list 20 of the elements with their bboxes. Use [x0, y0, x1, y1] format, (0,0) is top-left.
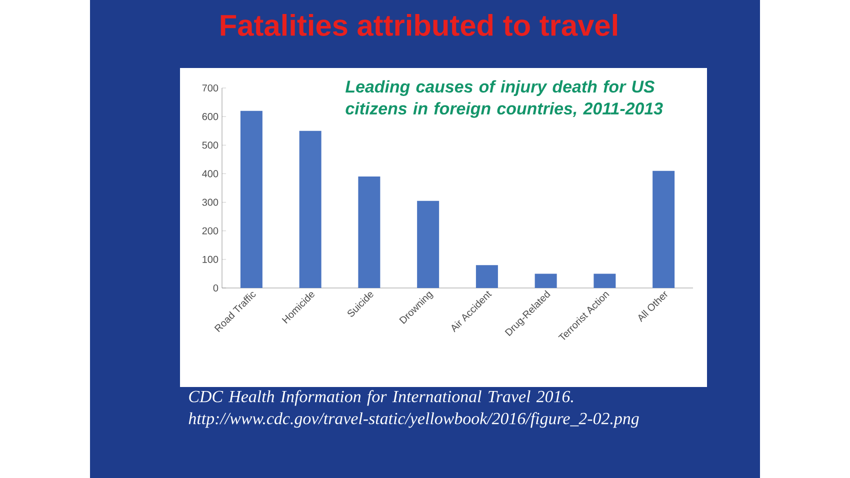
bar: [534, 274, 557, 288]
y-tick-label: 600: [202, 113, 218, 120]
y-tick-label: 100: [202, 256, 218, 263]
bar: [358, 176, 380, 288]
bar: [299, 130, 322, 288]
bar: [240, 110, 262, 288]
chart-title: Fatalities attributed to travel: [220, 14, 617, 36]
y-tick-label: 700: [202, 84, 218, 92]
y-tick-label: 500: [202, 142, 218, 149]
y-tick-label: 300: [202, 198, 218, 206]
bar: [594, 274, 616, 288]
y-tick-label: 0: [213, 284, 218, 292]
text: http://www.cdc.gov/travel-static/yellowbook/2016/figure_2-02.png: [188, 412, 639, 428]
chart-subtitle: Leading causes of injury death for US citizens in foreign countries, 2011-2013: [346, 80, 663, 118]
text: CDC Health Information for International Travel 2016.: [189, 390, 573, 406]
bar: [652, 170, 675, 288]
bar: [476, 265, 498, 288]
y-tick-label: 200: [202, 227, 218, 234]
bar: [417, 200, 440, 288]
y-tick-label: 400: [202, 170, 218, 178]
